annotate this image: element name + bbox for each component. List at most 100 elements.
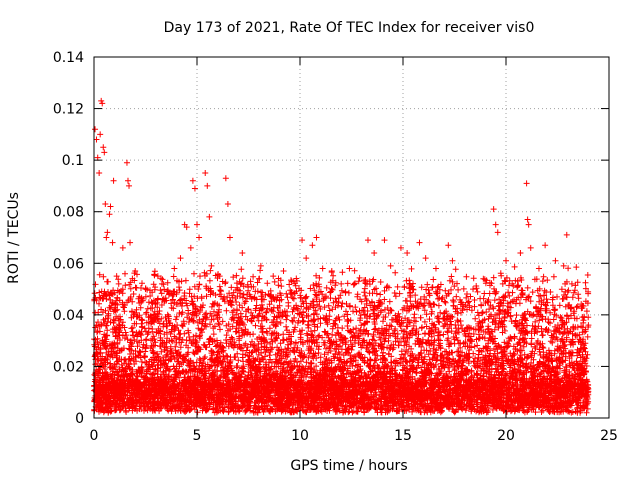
- data-point: [371, 249, 378, 256]
- data-point: [381, 237, 388, 244]
- data-point: [126, 182, 133, 189]
- data-point: [560, 262, 567, 269]
- data-point: [527, 244, 534, 251]
- data-point: [319, 265, 326, 272]
- data-point: [113, 273, 120, 280]
- data-point: [132, 268, 139, 275]
- data-point: [422, 255, 429, 262]
- data-point: [480, 275, 487, 282]
- data-point: [445, 242, 452, 249]
- data-point: [187, 244, 194, 251]
- data-point: [124, 177, 131, 184]
- data-point: [247, 278, 254, 285]
- data-point: [470, 286, 477, 293]
- data-point: [196, 234, 203, 241]
- data-point: [194, 221, 200, 228]
- data-point: [492, 221, 499, 228]
- data-point: [165, 288, 172, 295]
- data-point: [136, 293, 143, 300]
- data-point: [288, 278, 295, 285]
- plot-frame: [93, 56, 610, 419]
- data-point: [208, 262, 215, 269]
- data-point: [110, 177, 117, 184]
- data-point: [280, 268, 287, 275]
- data-point: [309, 242, 316, 249]
- data-point: [364, 237, 371, 244]
- data-point: [509, 280, 516, 287]
- data-point: [503, 257, 509, 264]
- x-tick-label: 25: [600, 428, 618, 444]
- data-point: [97, 131, 104, 138]
- y-axis-label: ROTI / TECUs: [6, 192, 22, 284]
- data-point: [109, 239, 116, 246]
- data-point: [535, 265, 542, 272]
- data-point: [387, 262, 394, 269]
- data-point: [100, 144, 107, 151]
- axis-ticks: 0 0.02 0.04 0.06 0.08 0.1 0.12 0.14 0 5 10 15 20 25: [53, 50, 618, 444]
- data-point: [524, 216, 531, 223]
- data-point: [327, 288, 334, 295]
- data-point: [575, 291, 582, 298]
- data-points: [91, 97, 592, 416]
- data-point: [202, 170, 209, 177]
- y-tick-label: 0.04: [53, 308, 84, 324]
- data-point: [224, 200, 231, 207]
- data-point: [226, 234, 233, 241]
- data-point: [94, 154, 101, 161]
- x-tick-label: 0: [90, 428, 99, 444]
- data-point: [585, 322, 592, 329]
- data-point: [104, 229, 111, 236]
- data-point: [115, 280, 122, 287]
- data-point: [257, 262, 264, 269]
- data-point: [154, 273, 161, 280]
- y-tick-label: 0.14: [53, 50, 84, 66]
- y-tick-label: 0.12: [53, 102, 84, 118]
- data-point: [397, 244, 404, 251]
- data-point: [158, 280, 165, 287]
- data-point: [171, 265, 178, 272]
- data-point: [523, 180, 530, 187]
- data-point: [239, 249, 246, 256]
- y-tick-label: 0.02: [53, 359, 84, 375]
- data-point: [96, 170, 103, 177]
- data-point: [354, 291, 361, 298]
- data-point: [216, 273, 223, 280]
- data-point: [106, 211, 113, 218]
- chart-title: Day 173 of 2021, Rate Of TEC Index for r…: [164, 20, 535, 36]
- data-point: [449, 257, 456, 264]
- data-point: [191, 185, 198, 192]
- data-point: [542, 242, 549, 249]
- data-point: [222, 175, 229, 182]
- data-point: [517, 249, 524, 256]
- data-point: [103, 234, 110, 241]
- x-tick-label: 10: [291, 428, 309, 444]
- y-tick-label: 0.06: [53, 256, 84, 272]
- data-point: [99, 100, 106, 107]
- data-point: [313, 234, 320, 241]
- data-point: [107, 203, 114, 210]
- data-point: [177, 255, 184, 262]
- data-point: [204, 182, 211, 189]
- data-point: [123, 159, 130, 166]
- x-tick-label: 5: [193, 428, 202, 444]
- data-point: [432, 265, 439, 272]
- data-point: [270, 273, 277, 280]
- dense-data-points: [91, 263, 592, 416]
- data-point: [338, 280, 345, 287]
- data-point: [183, 224, 190, 231]
- data-point: [148, 298, 155, 305]
- data-point: [101, 149, 108, 156]
- data-point: [127, 239, 134, 246]
- data-point: [568, 280, 575, 287]
- data-point: [490, 206, 497, 213]
- data-point: [98, 97, 105, 104]
- data-point: [119, 244, 126, 251]
- x-tick-label: 15: [394, 428, 412, 444]
- y-tick-label: 0: [75, 411, 84, 427]
- data-point: [92, 126, 99, 133]
- data-point: [416, 239, 423, 246]
- x-axis-label: GPS time / hours: [290, 458, 407, 474]
- data-point: [581, 314, 588, 321]
- data-point: [552, 257, 559, 264]
